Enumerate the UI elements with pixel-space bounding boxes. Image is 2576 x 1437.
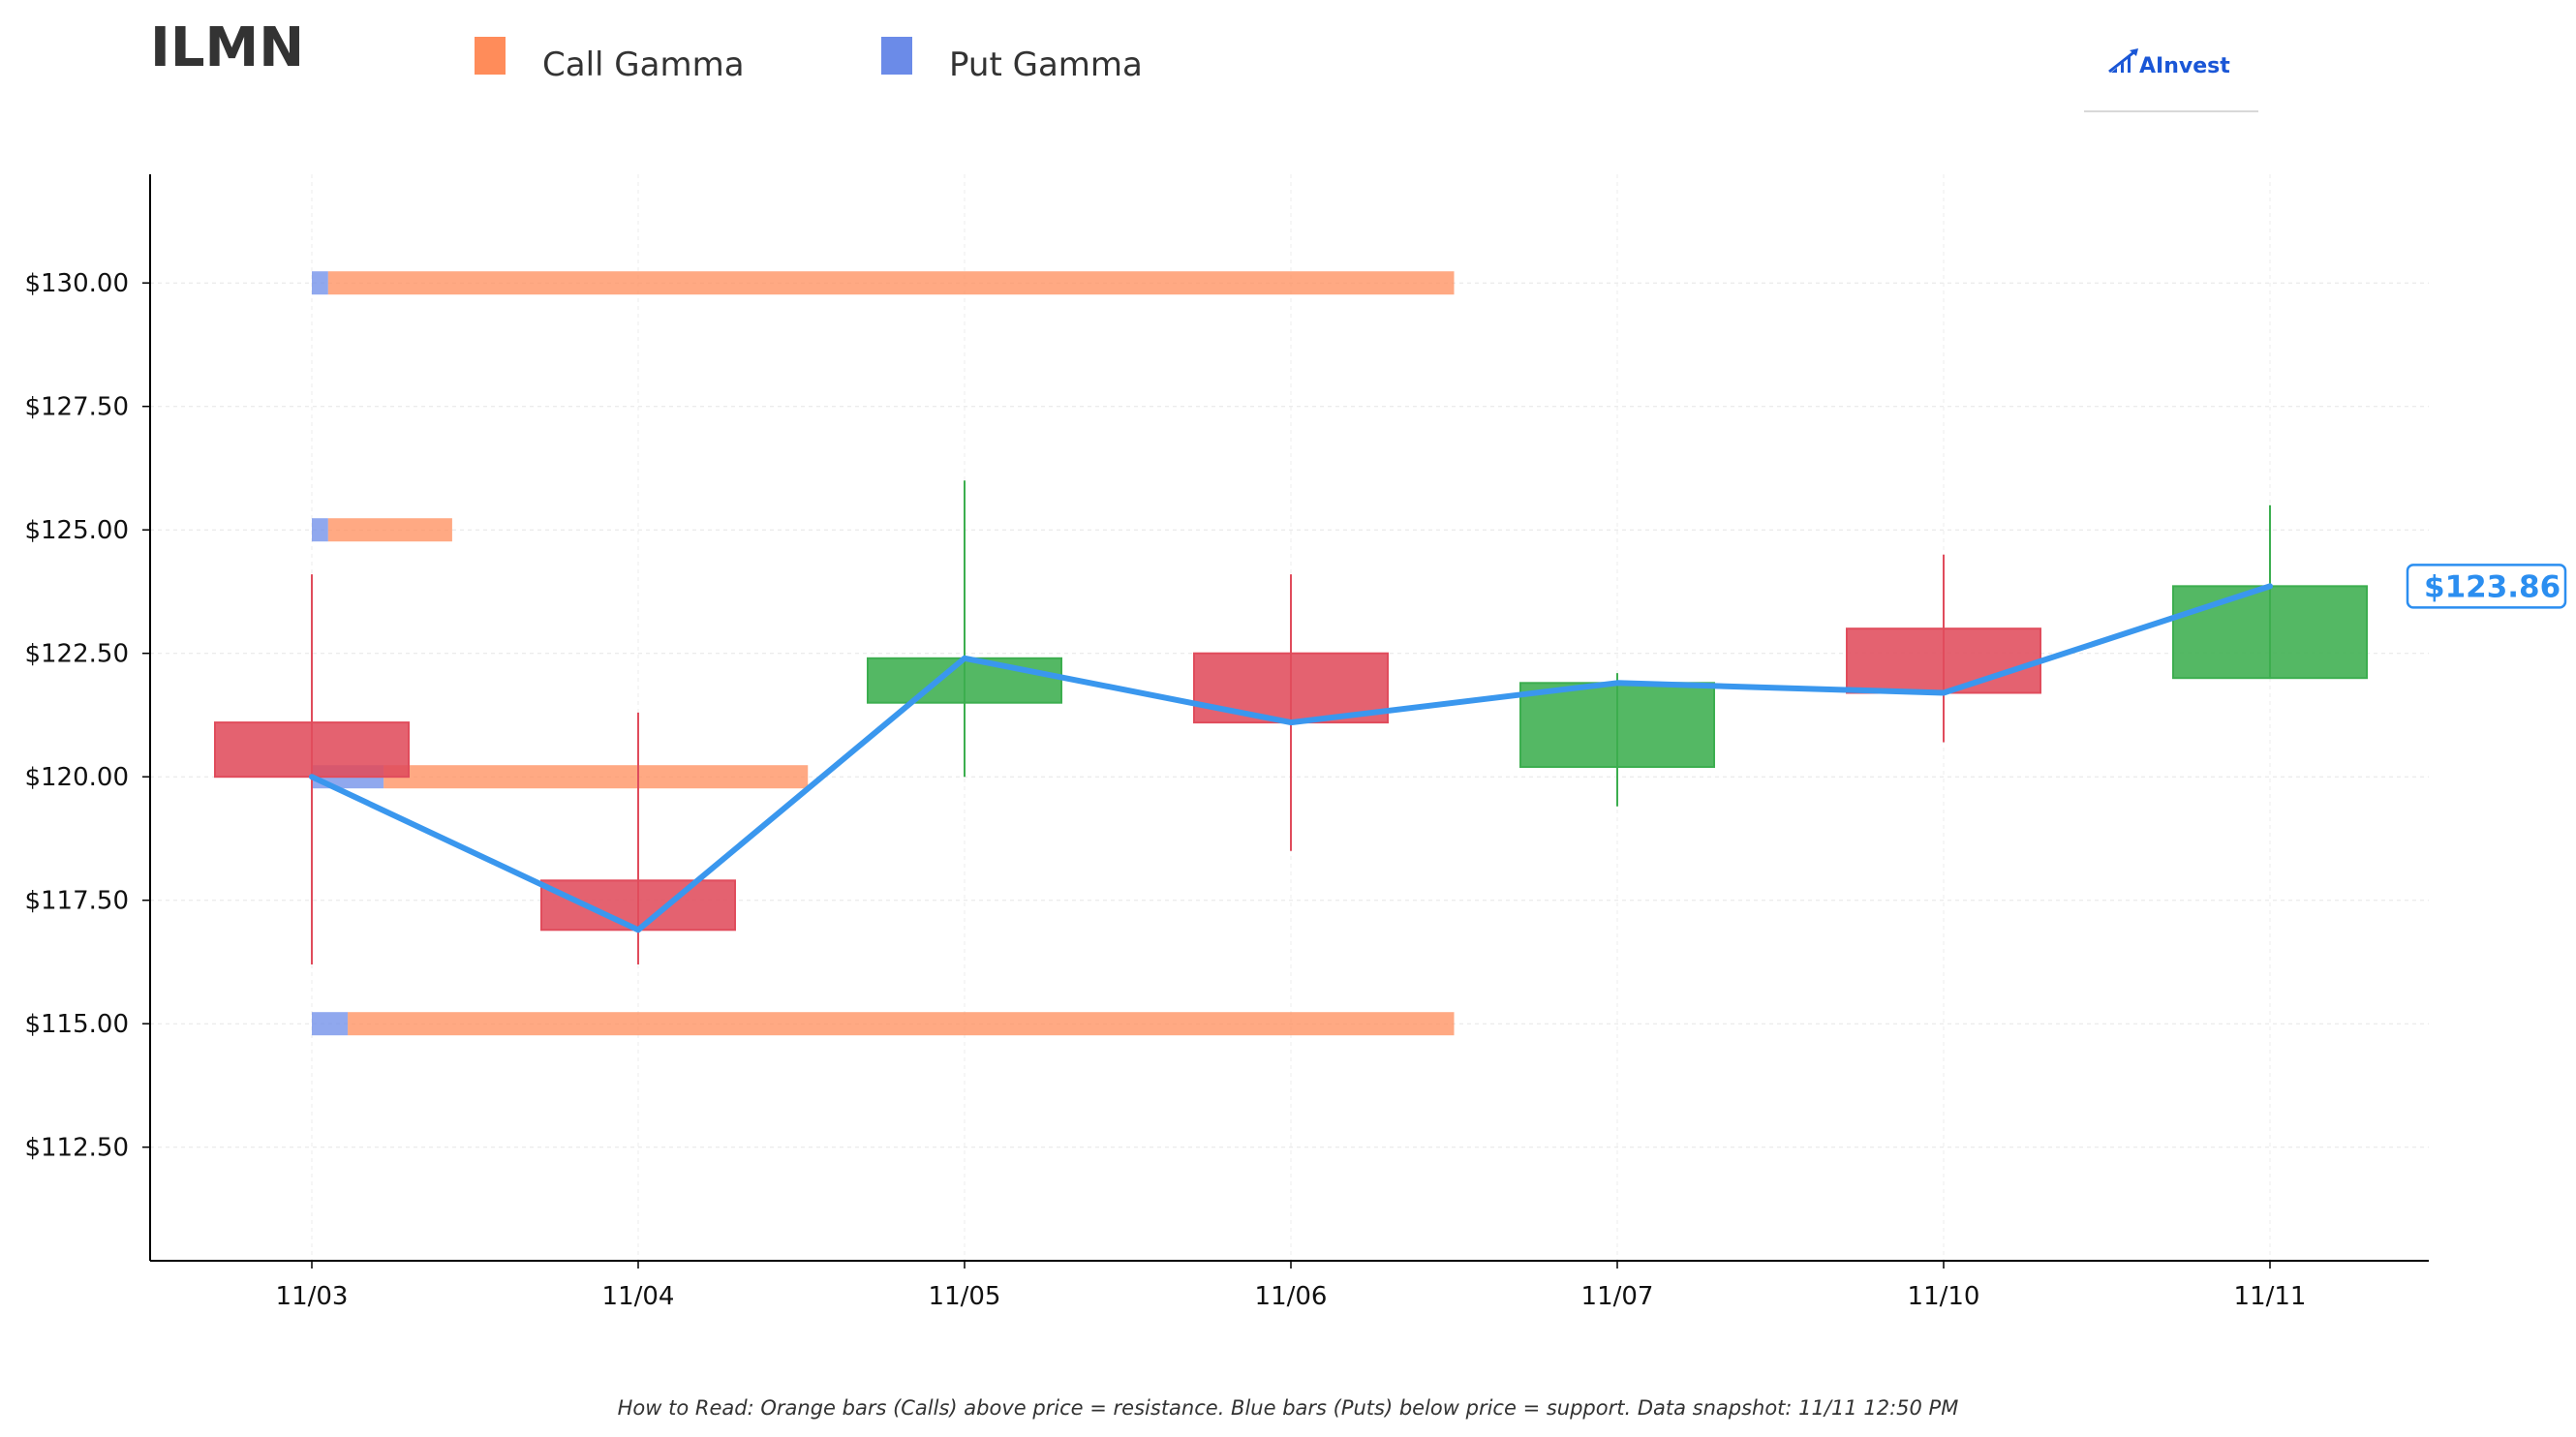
last-price-box [2406,564,2567,609]
price-line-group [309,583,2273,933]
y-tick-label: $122.50 [24,640,129,669]
chart-title: ILMN [150,16,304,79]
legend-swatch-put [881,37,912,75]
candle-body [1846,627,2041,694]
candle-body [540,879,736,932]
y-tick-label: $130.00 [24,269,129,298]
x-tick-label: 11/06 [1255,1282,1328,1311]
footnote: How to Read: Orange bars (Calls) above p… [618,1396,1959,1420]
candle-body [1519,682,1715,768]
x-tick-labels: 11/03 11/04 11/05 11/06 11/07 11/10 11/11 [276,1282,2307,1311]
price-line [309,583,2273,933]
legend: Call Gamma Put Gamma [475,37,1143,84]
legend-label-put: Put Gamma [949,46,1143,84]
logo-text: AInvest [2139,54,2230,78]
x-tick-label: 11/10 [1908,1282,1980,1311]
legend-label-call: Call Gamma [542,46,745,84]
logo: AInvest [2084,48,2258,112]
chart-arrow-icon [2108,48,2138,74]
gamma-bars [312,271,1455,1036]
y-tick-label: $117.50 [24,887,129,916]
y-tick-label: $125.00 [24,516,129,545]
y-tick-label: $112.50 [24,1134,129,1163]
y-tick-label: $115.00 [24,1010,129,1039]
call-gamma-bar [327,518,452,542]
x-tick-label: 11/03 [276,1282,349,1311]
x-tick-label: 11/04 [602,1282,675,1311]
put-gamma-bar [312,1012,349,1036]
legend-swatch-call [475,37,506,75]
x-tick-label: 11/05 [929,1282,1001,1311]
call-gamma-bar [348,1012,1455,1036]
y-tick-label: $127.50 [24,393,129,422]
call-gamma-bar [327,271,1455,295]
put-gamma-bar [312,518,328,542]
last-price-label: $123.86 [2424,569,2561,604]
last-price-tag: $123.86 [2406,564,2567,609]
x-tick-label: 11/07 [1581,1282,1654,1311]
candle-body [214,721,410,779]
x-tick-label: 11/11 [2234,1282,2307,1311]
axes [142,174,2429,1269]
y-tick-label: $120.00 [24,763,129,792]
candle-body [867,657,1062,704]
candle-body [2172,585,2368,680]
call-gamma-bar [383,765,809,789]
y-tick-labels: $112.50 $115.00 $117.50 $120.00 $122.50 $125.… [24,269,129,1162]
put-gamma-bar [312,271,328,295]
